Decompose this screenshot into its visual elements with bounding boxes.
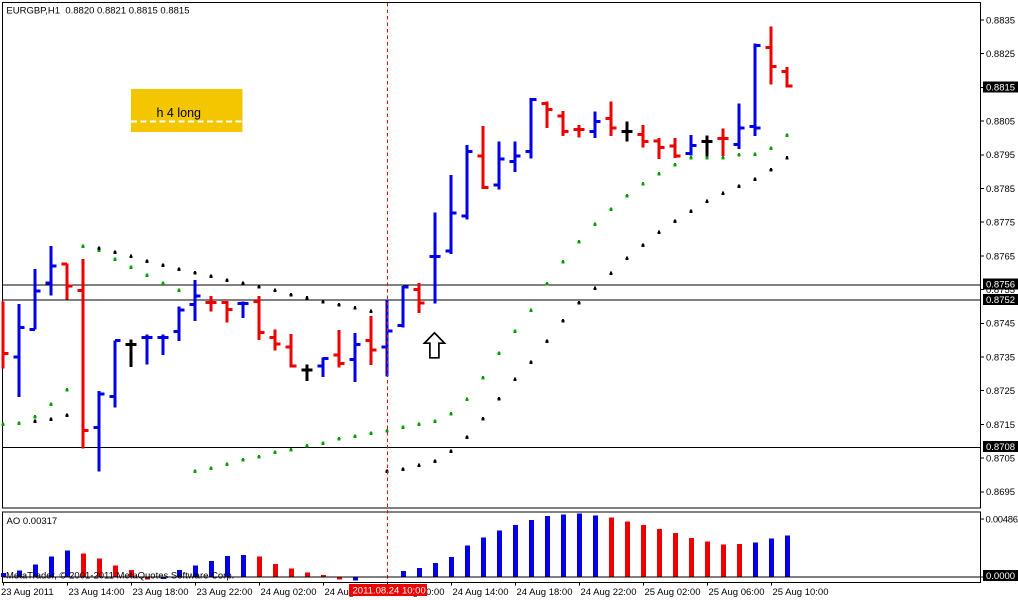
svg-text:0.0000: 0.0000 — [986, 571, 1015, 582]
svg-text:0.8745: 0.8745 — [986, 319, 1015, 330]
svg-text:23 Aug 18:00: 23 Aug 18:00 — [133, 587, 189, 598]
svg-text:0.8765: 0.8765 — [986, 251, 1015, 262]
svg-text:0.8725: 0.8725 — [986, 386, 1015, 397]
svg-text:24 Aug 02:00: 24 Aug 02:00 — [261, 587, 317, 598]
svg-text:0.8775: 0.8775 — [986, 218, 1015, 229]
svg-text:AO 0.00317: AO 0.00317 — [7, 516, 58, 527]
svg-text:0.8705: 0.8705 — [986, 454, 1015, 465]
svg-text:0.8695: 0.8695 — [986, 487, 1015, 498]
svg-text:25 Aug 02:00: 25 Aug 02:00 — [645, 587, 701, 598]
svg-text:0.8785: 0.8785 — [986, 184, 1015, 195]
svg-text:24 Aug 22:00: 24 Aug 22:00 — [581, 587, 637, 598]
svg-text:23 Aug 14:00: 23 Aug 14:00 — [69, 587, 125, 598]
svg-text:24 Aug 18:00: 24 Aug 18:00 — [517, 587, 573, 598]
svg-text:EURGBP,H1 0.8820 0.8821 0.881: EURGBP,H1 0.8820 0.8821 0.8815 0.8815 — [6, 5, 189, 16]
svg-text:0.8752: 0.8752 — [986, 295, 1015, 306]
svg-text:2011.08.24 10:00: 2011.08.24 10:00 — [353, 586, 426, 597]
svg-text:0.8756: 0.8756 — [986, 279, 1015, 290]
svg-text:0.8825: 0.8825 — [986, 49, 1015, 60]
svg-text:0.8755: 0.8755 — [986, 285, 1015, 296]
svg-text:0.8715: 0.8715 — [986, 420, 1015, 431]
svg-text:24 Aug 14:00: 24 Aug 14:00 — [453, 587, 509, 598]
svg-text:0.8835: 0.8835 — [986, 15, 1015, 26]
svg-text:0.8815: 0.8815 — [986, 82, 1015, 93]
svg-text:23 Aug 2011: 23 Aug 2011 — [1, 587, 54, 598]
svg-text:0.8708: 0.8708 — [986, 442, 1015, 453]
svg-text:MetaTrader, © 2001-2011 MetaQu: MetaTrader, © 2001-2011 MetaQuotes Softw… — [6, 571, 234, 582]
svg-text:h 4 long: h 4 long — [157, 106, 202, 120]
svg-text:0.8805: 0.8805 — [986, 117, 1015, 128]
svg-text:25 Aug 10:00: 25 Aug 10:00 — [773, 587, 829, 598]
svg-text:0.8795: 0.8795 — [986, 150, 1015, 161]
svg-text:25 Aug 06:00: 25 Aug 06:00 — [709, 587, 765, 598]
svg-text:0.00486: 0.00486 — [986, 515, 1018, 526]
svg-text:0.8735: 0.8735 — [986, 352, 1015, 363]
svg-text:23 Aug 22:00: 23 Aug 22:00 — [197, 587, 253, 598]
